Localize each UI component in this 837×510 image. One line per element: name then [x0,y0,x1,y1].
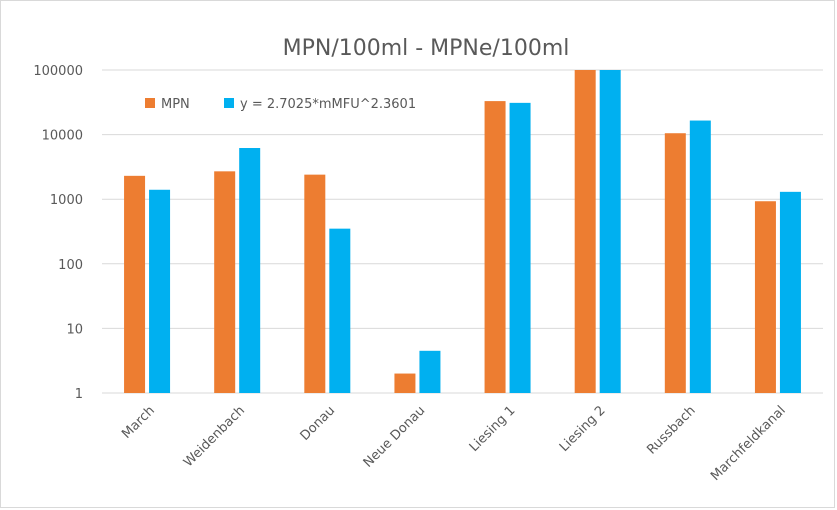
x-tick-label: Weidenbach [181,403,248,470]
bar-mpn-3 [394,373,416,393]
y-tick-label: 1000 [50,193,83,208]
x-tick-label: Marchfeldkanal [708,403,789,484]
chart-title: MPN/100ml - MPNe/100ml [283,36,570,61]
bar-fit-3 [419,350,441,393]
legend: MPN y = 2.7025*mMFU^2.3601 [145,97,416,112]
y-tick-label: 10 [66,322,83,337]
bar-fit-7 [779,191,801,393]
grid [102,69,823,394]
y-axis-ticks: 1 10 100 1000 10000 100000 [33,64,83,402]
x-axis-ticks: March Weidenbach Donau Neue Donau Liesing 1 L… [119,403,789,484]
bar-mpn-4 [484,101,506,393]
bar-mpn-7 [754,201,776,393]
bar-fit-5 [599,70,621,393]
bar-mpn-6 [664,133,686,393]
x-tick-label: Donau [298,403,339,444]
y-tick-label: 100000 [33,64,83,79]
legend-label-mpn: MPN [161,97,190,112]
bar-fit-4 [509,102,531,393]
bars [124,70,801,393]
legend-label-fit: y = 2.7025*mMFU^2.3601 [240,97,416,112]
legend-swatch-mpn [145,98,155,108]
bar-mpn-1 [214,171,236,393]
bar-mpn-2 [304,174,326,393]
y-tick-label: 1 [75,387,83,402]
x-tick-label: Neue Donau [361,403,429,471]
bar-fit-0 [149,189,171,393]
x-tick-label: Liesing 1 [467,403,519,455]
bar-mpn-0 [124,175,146,393]
y-tick-label: 100 [58,258,83,273]
bar-mpn-5 [574,70,596,393]
y-tick-label: 10000 [42,129,83,144]
x-tick-label: Russbach [644,403,698,457]
legend-swatch-fit [224,98,234,108]
bar-fit-2 [329,228,351,393]
bar-fit-1 [239,148,261,393]
x-tick-label: March [119,403,158,442]
x-tick-label: Liesing 2 [557,403,609,455]
bar-fit-6 [689,120,711,393]
